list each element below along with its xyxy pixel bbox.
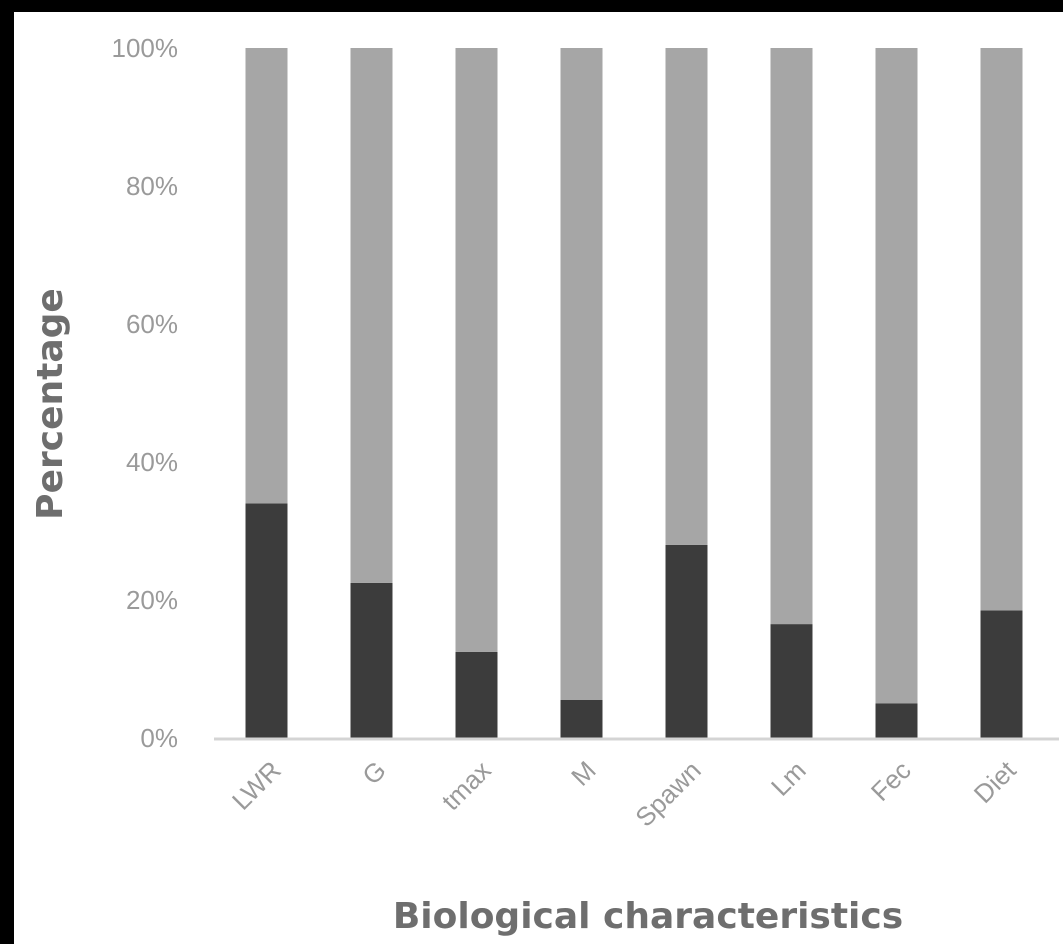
y-tick-label: 80%: [126, 171, 178, 201]
bars-layer: [245, 48, 1023, 739]
bar-segment-tmax-1: [455, 651, 498, 739]
bar-segment-g-1: [350, 582, 393, 739]
y-tick-label: 40%: [126, 447, 178, 477]
y-axis-title: Percentage: [30, 288, 71, 520]
y-tick-label: 20%: [126, 585, 178, 615]
bar-segment-lm-1: [770, 624, 813, 738]
bar-segment-tmax-2: [455, 48, 498, 652]
bar-segment-g-2: [350, 48, 393, 583]
x-tick-label: Fec: [865, 755, 917, 807]
x-tick-label: LWR: [226, 755, 287, 816]
bar-segment-lm-2: [770, 48, 813, 625]
bar-segment-m-1: [560, 700, 603, 738]
bar-segment-spawn-1: [665, 544, 708, 738]
y-tick-label: 60%: [126, 309, 178, 339]
x-tick-label: Spawn: [629, 755, 706, 832]
bar-segment-fec-2: [875, 48, 918, 704]
bar-segment-lwr-1: [245, 503, 288, 738]
x-tick-label: Diet: [968, 754, 1022, 808]
bar-segment-spawn-2: [665, 48, 708, 545]
bar-segment-diet-1: [980, 610, 1023, 738]
y-tick-labels: 0% 20% 40% 60% 80% 100%: [112, 33, 179, 753]
bar-segment-m-2: [560, 48, 603, 700]
y-tick-label: 0%: [140, 723, 178, 753]
y-tick-label: 100%: [112, 33, 179, 63]
bar-segment-diet-2: [980, 48, 1023, 611]
x-tick-label: tmax: [436, 755, 497, 816]
x-tick-label: G: [356, 755, 392, 791]
x-tick-label: M: [565, 755, 602, 792]
bar-segment-fec-1: [875, 703, 918, 738]
x-axis-title: Biological characteristics: [393, 896, 903, 937]
bar-segment-lwr-2: [245, 48, 288, 504]
x-tick-label: Lm: [765, 755, 812, 802]
